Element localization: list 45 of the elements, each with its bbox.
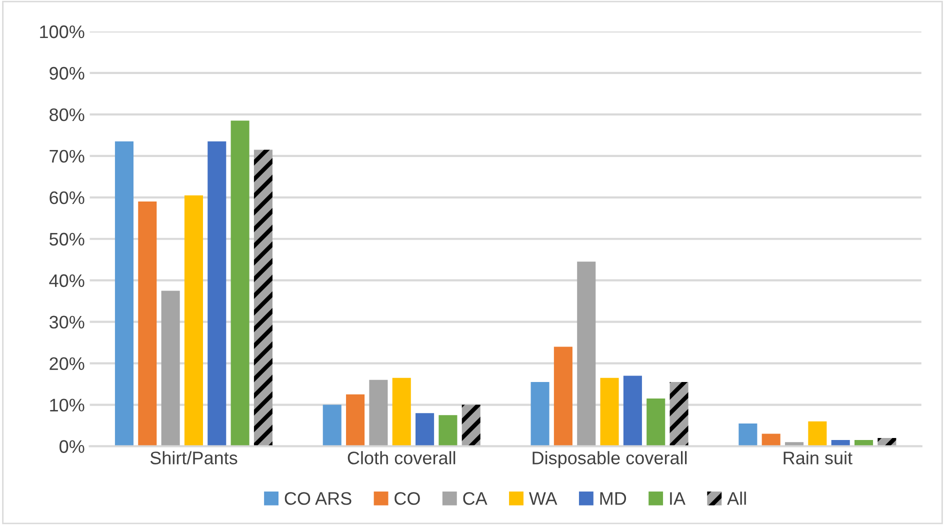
legend-label: WA — [528, 492, 558, 505]
y-tick-label: 60% — [50, 191, 84, 204]
bar — [230, 120, 250, 446]
bar — [346, 394, 365, 446]
legend-label: CO ARS — [284, 492, 352, 505]
y-tick-label: 30% — [49, 316, 84, 329]
bar — [738, 423, 758, 446]
y-tick-label: 100% — [40, 25, 84, 38]
bar — [369, 380, 388, 446]
bar — [438, 415, 458, 446]
bar — [623, 376, 642, 446]
x-tick-label: Rain suit — [784, 451, 852, 464]
bar — [138, 202, 157, 446]
bar — [530, 382, 550, 446]
x-tick-label: Shirt/Pants — [150, 451, 238, 464]
y-tick-label: 40% — [49, 274, 84, 288]
legend-label: CA — [463, 492, 488, 505]
bar — [161, 290, 180, 446]
bar — [646, 398, 666, 446]
x-tick-label: Disposable coverall — [532, 451, 687, 468]
y-tick-label: 20% — [50, 357, 84, 370]
bar — [208, 141, 226, 446]
bar — [184, 195, 203, 446]
y-tick-label: 10% — [50, 398, 84, 412]
y-tick-label: 70% — [50, 150, 84, 163]
legend-label: All — [727, 492, 746, 505]
y-tick-label: 80% — [50, 108, 84, 122]
bar — [600, 378, 619, 446]
legend-label: MD — [600, 492, 626, 505]
bar — [392, 378, 411, 446]
y-tick-label: 90% — [50, 66, 84, 80]
bar — [322, 404, 342, 446]
x-tick-label: Cloth coverall — [348, 451, 456, 464]
bar — [416, 413, 434, 446]
bar — [670, 382, 688, 446]
bar — [808, 421, 827, 446]
bar — [462, 404, 480, 446]
bar — [577, 262, 596, 446]
bar — [254, 150, 272, 446]
legend-label: IA — [670, 492, 686, 505]
y-tick-label: 0% — [60, 440, 84, 453]
y-tick-label: 50% — [50, 232, 84, 246]
bar — [554, 346, 572, 446]
bar — [114, 141, 134, 446]
legend-label: CO — [394, 492, 420, 505]
